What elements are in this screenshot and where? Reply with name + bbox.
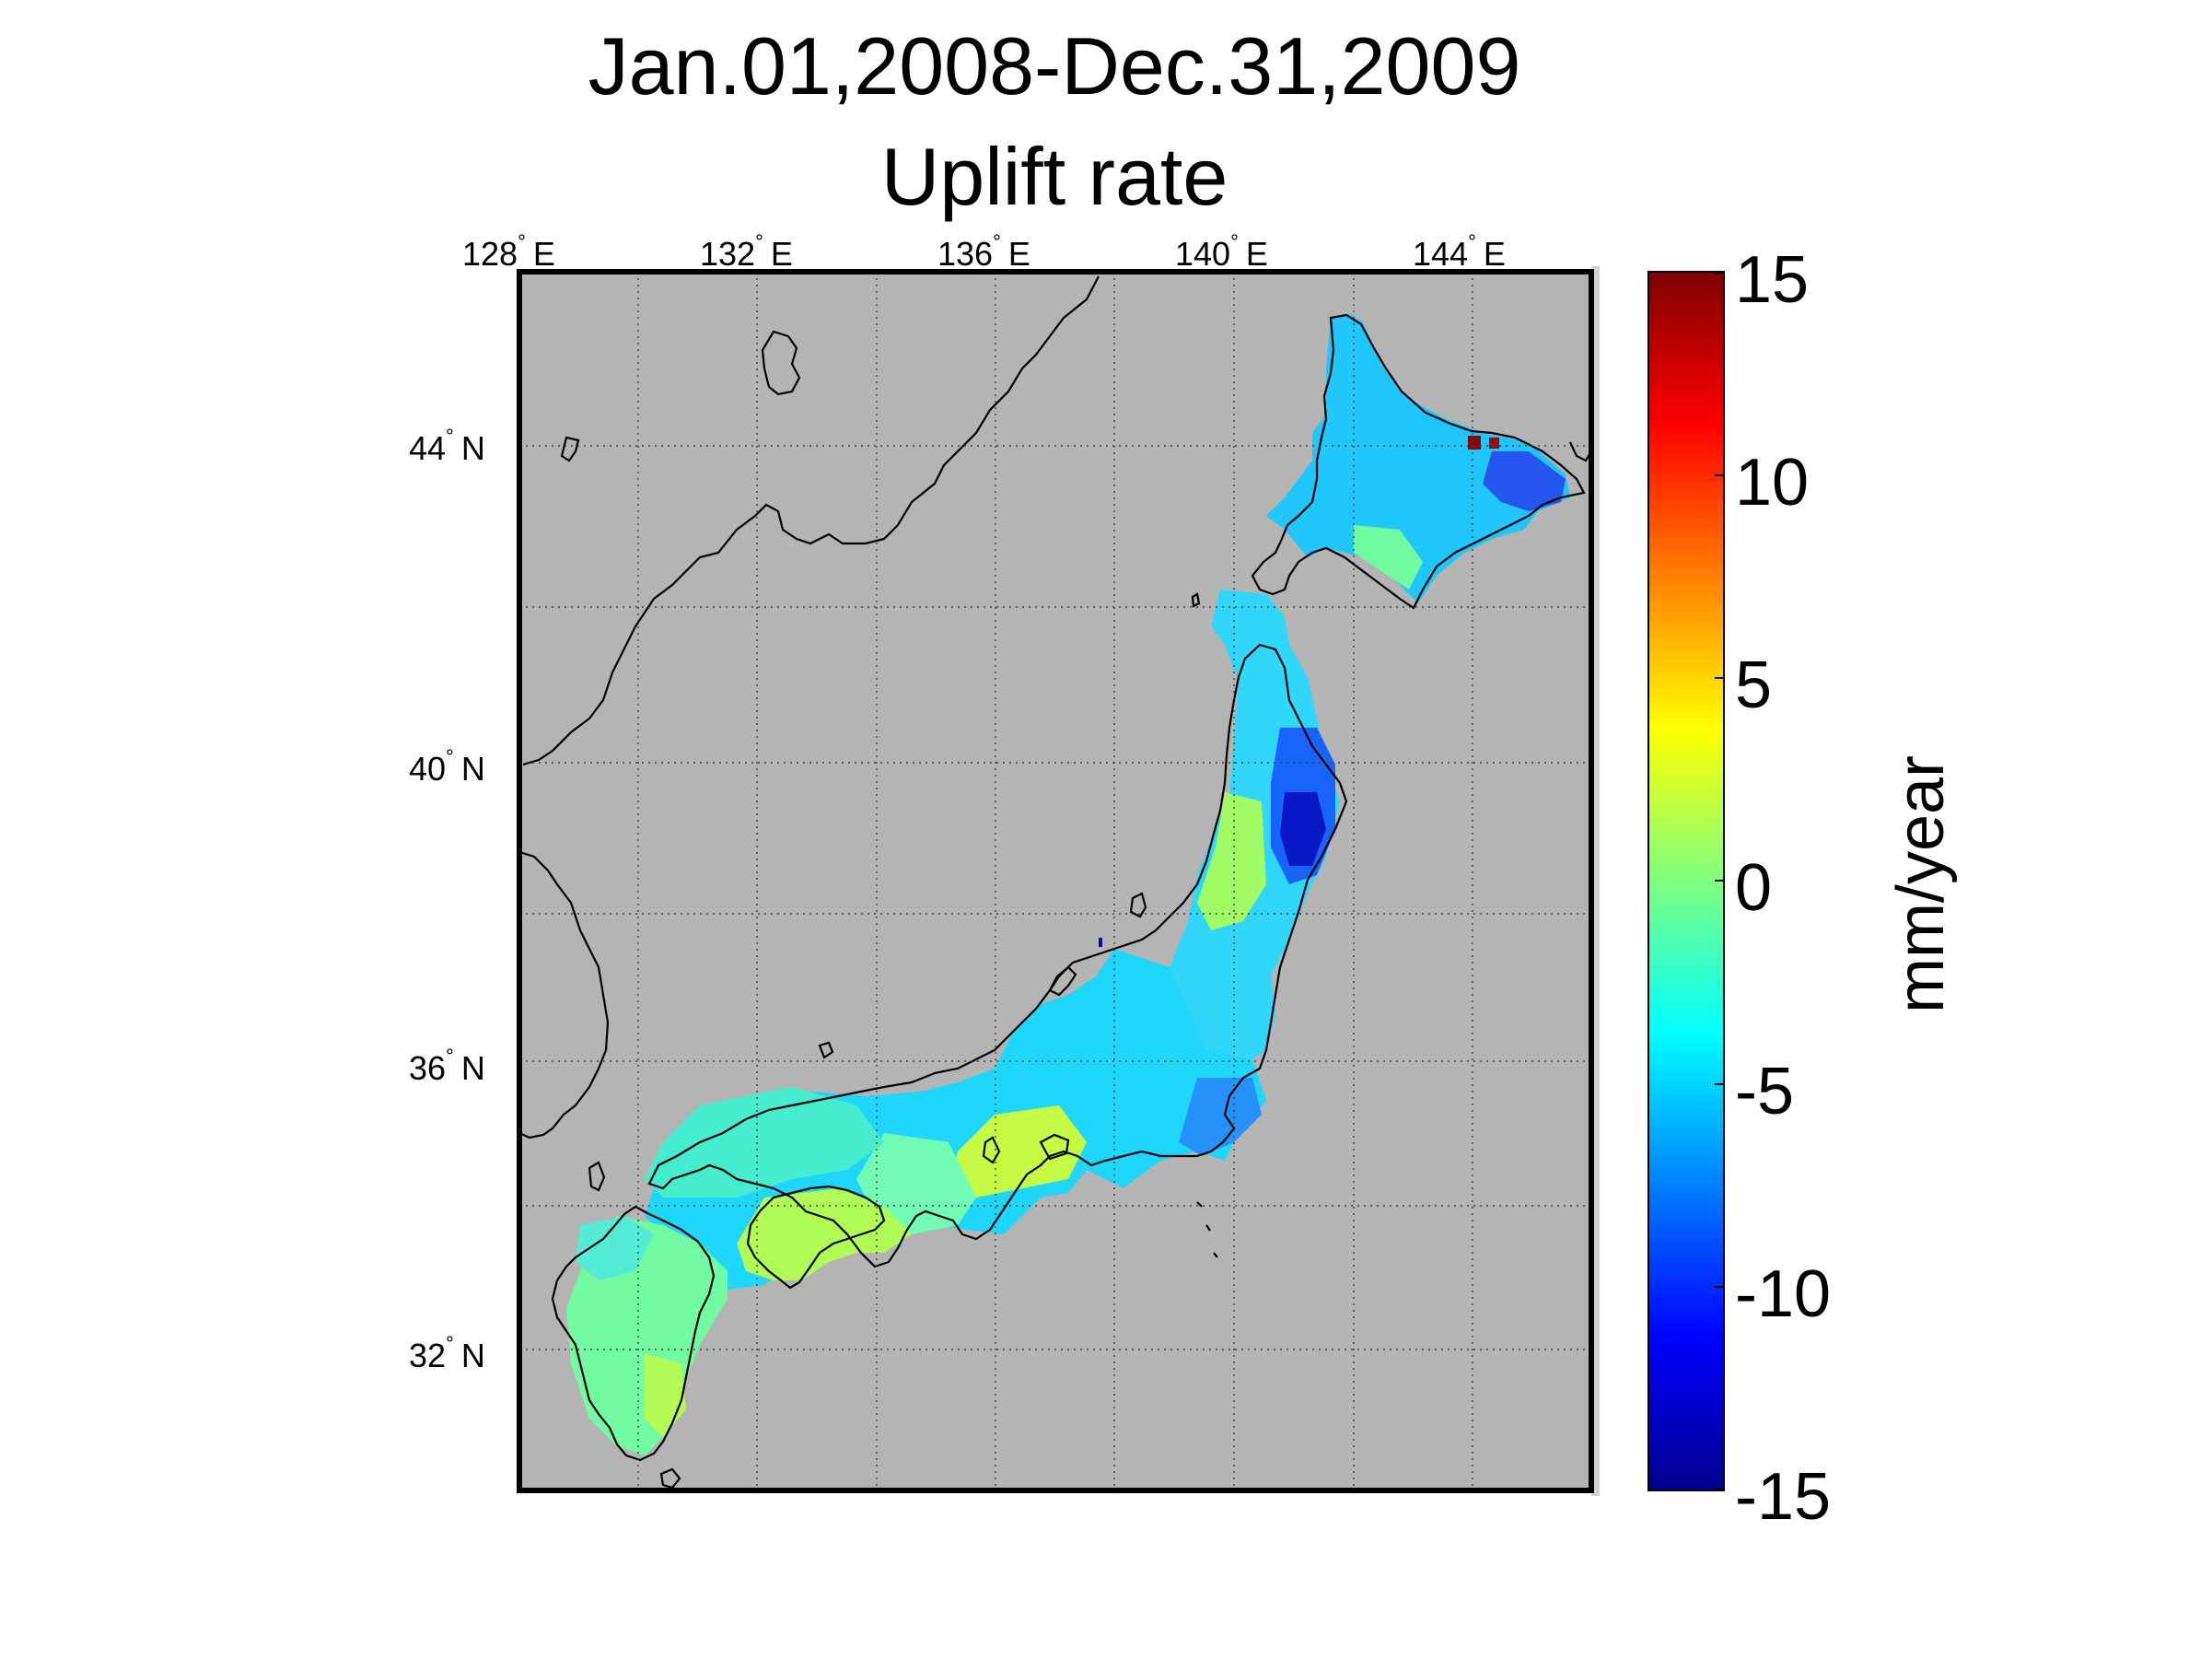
lat-label-36: 36° N [409,1045,485,1087]
map-frame [517,269,1594,1493]
coastline-honshu [647,643,1348,1268]
raster-kyushu-north [576,1216,654,1280]
raster-kanto-low [1179,1078,1262,1156]
lon-label-140: 140° E [1175,230,1268,273]
colorbar-tick-neg5: -5 [1735,1055,1794,1128]
lon-label-132: 132° E [700,230,793,273]
coastline-sado-island [1129,892,1147,918]
raster-hokkaido-red-cell [1489,438,1499,449]
map-content [519,272,1591,1490]
coastline-tsushima [588,1161,606,1192]
raster-chugoku [645,1087,884,1198]
colorbar-gradient [1647,271,1725,1491]
lat-label-32: 32° N [409,1332,485,1374]
coastline-small-island [560,436,580,462]
raster-hokkaido-south [1354,525,1423,590]
map-title-line1: Jan.01,2008-Dec.31,2009 [588,20,1521,111]
coastline-kyushu [551,1205,716,1462]
colorbar-tick-marks [1715,272,1724,1490]
lon-label-144: 144° E [1413,230,1506,273]
lat-label-40: 40° N [409,745,485,788]
coastline-okushiri [1191,592,1201,608]
latitude-labels: 44° N 40° N 36° N 32° N [409,425,485,1374]
lat-label-44: 44° N [409,425,485,467]
raster-tokai-high [949,1105,1087,1198]
coastline-ise-bay [1039,1133,1070,1161]
coastline-hokkaido [1251,313,1586,610]
colorbar-tick-neg15: -15 [1735,1460,1831,1534]
raster-shikoku [737,1188,912,1280]
coastline-shikoku [746,1185,886,1290]
lon-label-128: 128° E [462,230,555,273]
coastline-korea [519,850,610,1139]
raster-tohoku-west [1197,792,1266,930]
colorbar-tick-15: 15 [1735,243,1809,317]
raster-hokkaido-red-cell [1468,436,1481,450]
longitude-labels: 128° E 132° E 136° E 140° E 144° E [462,230,1506,273]
colorbar-label: mm/year [1884,755,1958,1013]
raster-tohoku-east-core [1280,792,1326,866]
coastline-sakhalin-island [761,330,801,396]
raster-blue-cell [1099,938,1102,947]
colorbar-tick-10: 10 [1735,446,1809,520]
coastline-asia-mainland [522,275,1100,766]
graticule [519,272,1591,1490]
colorbar-tick-neg10: -10 [1735,1257,1831,1331]
lon-label-136: 136° E [937,230,1030,273]
colorbar-tick-5: 5 [1735,648,1772,722]
coastline-oki-islands [818,1041,834,1059]
uplift-raster [566,313,1570,1455]
raster-hokkaido [1266,313,1570,603]
map-frame-shadow [1591,266,1600,1496]
coastlines [519,275,1591,1490]
coastline-yakushima [659,1467,681,1490]
colorbar-tick-0: 0 [1735,851,1772,925]
coastline-noto [1048,965,1077,997]
coastline-izu-islands [1196,1201,1218,1258]
raster-hokkaido-east [1483,451,1566,511]
map-title-line2: Uplift rate [880,131,1228,222]
colorbar: 15 10 5 0 -5 -10 -15 mm/year [1647,243,1958,1534]
